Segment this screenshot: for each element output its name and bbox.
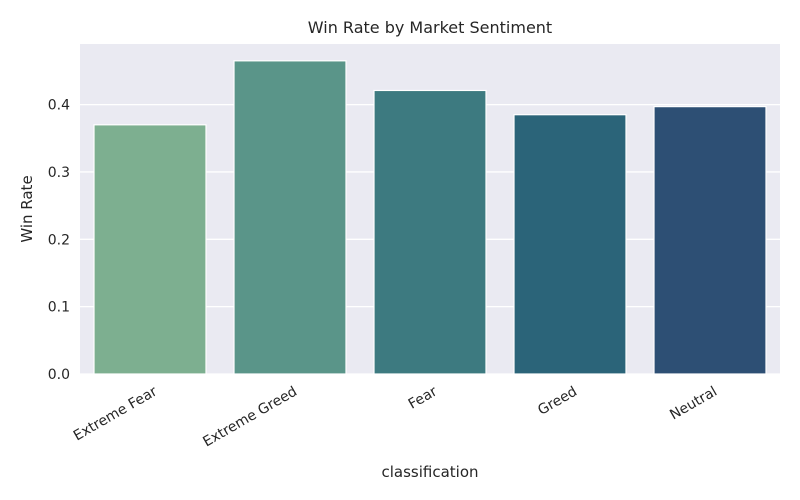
bar-extreme-greed <box>233 60 347 375</box>
bar-fear <box>373 89 487 375</box>
x-tick-label: Neutral <box>667 384 720 424</box>
x-tick-label: Extreme Fear <box>71 383 160 444</box>
y-tick-label: 0.0 <box>48 367 70 383</box>
y-tick-label: 0.2 <box>48 232 70 248</box>
y-tick-label: 0.3 <box>48 165 70 181</box>
y-axis-label: Win Rate <box>18 175 36 242</box>
chart-title: Win Rate by Market Sentiment <box>308 18 552 37</box>
x-axis-label: classification <box>381 463 478 481</box>
x-tick-label: Extreme Greed <box>200 384 300 451</box>
bars-group <box>93 60 767 375</box>
y-tick-labels: 0.0 0.1 0.2 0.3 0.4 <box>48 98 70 383</box>
bar-extreme-fear <box>93 124 207 375</box>
x-tick-label: Fear <box>406 383 440 412</box>
y-tick-label: 0.1 <box>48 300 70 316</box>
bar-neutral <box>653 106 767 375</box>
bar-greed <box>513 114 627 375</box>
y-tick-label: 0.4 <box>48 98 70 114</box>
x-tick-labels: Extreme Fear Extreme Greed Fear Greed Neutra… <box>71 383 720 450</box>
x-tick-label: Greed <box>535 384 580 419</box>
